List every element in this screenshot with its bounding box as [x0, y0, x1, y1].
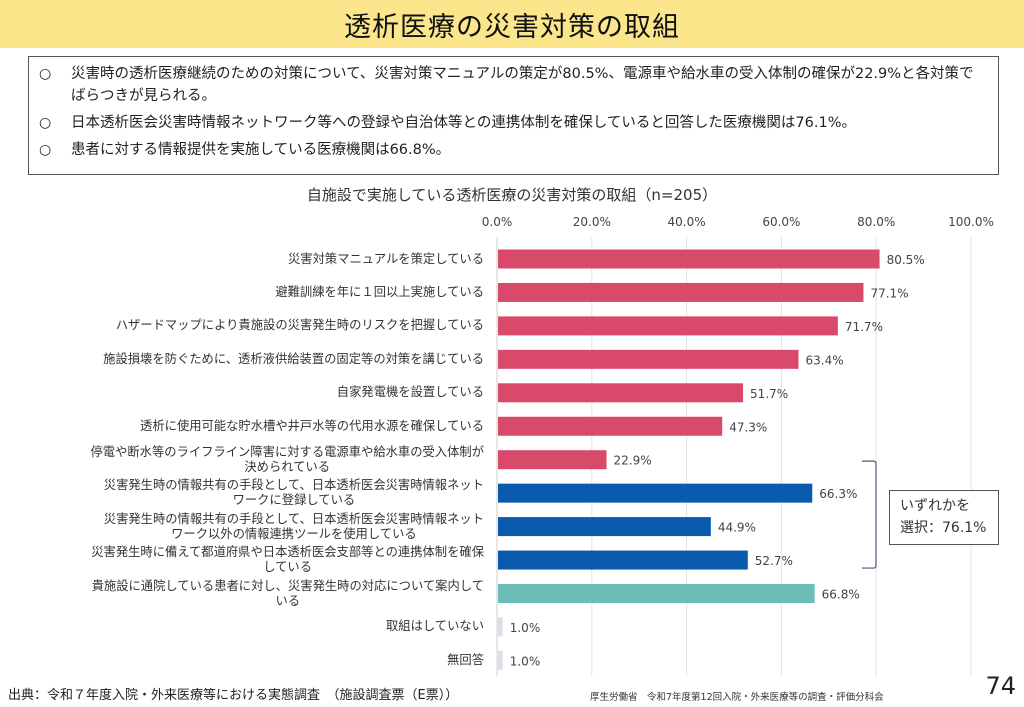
data-label: 1.0% — [510, 621, 541, 635]
bar — [498, 617, 503, 637]
category-label: 災害発生時に備えて都道府県や日本透析医会支部等との連携体制を確保 している — [91, 545, 484, 575]
category-label-line: 災害発生時の情報共有の手段として、日本透析医会災害時情報ネット — [103, 478, 484, 493]
bullet-circle-icon: ○ — [39, 115, 52, 131]
data-label: 66.8% — [822, 588, 860, 602]
category-label-line: 停電や断水等のライフライン障害に対する電源車や給水車の受入体制が — [90, 444, 484, 459]
bar — [498, 483, 813, 503]
data-label: 22.9% — [614, 454, 652, 468]
summary-text: 災害時の透析医療継続のための対策について、災害対策マニュアルの策定が80.5%、… — [71, 66, 974, 104]
category-label-line: いる — [275, 593, 301, 608]
category-label: 停電や断水等のライフライン障害に対する電源車や給水車の受入体制が 決められている — [90, 445, 484, 475]
data-label: 52.7% — [755, 554, 793, 568]
bar — [498, 650, 503, 670]
data-label: 1.0% — [510, 654, 541, 668]
category-label-line: 避難訓練を年に１回以上実施している — [275, 284, 484, 299]
bar — [498, 450, 607, 470]
bullet-circle-icon: ○ — [39, 66, 52, 82]
bar — [498, 349, 799, 369]
annotation-line: 選択：76.1% — [900, 520, 987, 536]
summary-text: 患者に対する情報提供を実施している医療機関は66.8%。 — [71, 142, 451, 158]
data-label: 66.3% — [819, 487, 857, 501]
category-label-line: 決められている — [244, 459, 331, 474]
category-label: 無回答 — [447, 653, 484, 668]
category-label: ハザードマップにより貴施設の災害発生時のリスクを把握している — [116, 318, 484, 333]
category-label-line: 災害発生時の情報共有の手段として、日本透析医会災害時情報ネット — [103, 511, 484, 526]
x-tick-label: 80.0% — [857, 215, 895, 229]
x-tick-label: 20.0% — [573, 215, 611, 229]
page-number: 74 — [985, 672, 1016, 700]
bar — [498, 316, 838, 336]
data-label: 80.5% — [887, 253, 925, 267]
category-label-line: ワークに登録している — [232, 493, 356, 508]
data-label: 77.1% — [870, 286, 908, 300]
data-label: 63.4% — [806, 353, 844, 367]
category-label-line: 取組はしていない — [385, 619, 484, 634]
category-label-line: している — [263, 560, 313, 575]
annotation-line: いずれかを — [900, 498, 970, 514]
chart-title: 自施設で実施している透析医療の災害対策の取組（n=205） — [306, 186, 718, 204]
category-label-line: 透析に使用可能な貯水槽や井戸水等の代用水源を確保している — [140, 418, 484, 433]
category-label-line: 施設損壊を防ぐために、透析液供給装置の固定等の対策を講じている — [103, 351, 484, 366]
summary-item: ○ 患者に対する情報提供を実施している医療機関は66.8%。 — [39, 139, 988, 161]
ministry-note: 厚生労働省 令和7年度第12回入院・外来医療等の調査・評価分科会 — [590, 692, 884, 703]
data-label: 47.3% — [729, 420, 767, 434]
summary-item: ○ 日本透析医会災害時情報ネットワーク等への登録や自治体等との連携体制を確保して… — [39, 112, 988, 134]
category-label: 自家発電機を設置している — [337, 385, 484, 400]
x-tick-label: 0.0% — [482, 215, 513, 229]
category-label: 透析に使用可能な貯水槽や井戸水等の代用水源を確保している — [140, 419, 484, 434]
category-label-line: 自家発電機を設置している — [336, 385, 484, 400]
category-label-line: 貴施設に通院している患者に対し、災害発生時の対応について案内して — [91, 578, 484, 593]
data-label: 71.7% — [845, 320, 883, 334]
category-label: 災害発生時の情報共有の手段として、日本透析医会災害時情報ネット ワーク以外の情報連… — [104, 512, 484, 542]
category-label-line: ハザードマップにより貴施設の災害発生時のリスクを把握している — [115, 318, 484, 333]
category-label-line: 無回答 — [447, 652, 484, 667]
category-label: 貴施設に通院している患者に対し、災害発生時の対応について案内して いる — [92, 579, 484, 609]
page-title: 透析医療の災害対策の取組 — [344, 11, 680, 43]
category-label: 災害対策マニュアルを策定している — [288, 252, 484, 267]
bracket — [862, 460, 877, 569]
bar — [498, 249, 880, 269]
bullet-circle-icon: ○ — [39, 142, 52, 158]
bar — [498, 383, 744, 403]
category-label: 災害発生時の情報共有の手段として、日本透析医会災害時情報ネット ワークに登録してい… — [104, 478, 484, 508]
category-label-line: 災害対策マニュアルを策定している — [287, 251, 484, 266]
category-label: 避難訓練を年に１回以上実施している — [275, 285, 484, 300]
title-bar: 透析医療の災害対策の取組 — [0, 0, 1024, 48]
category-label-line: 災害発生時に備えて都道府県や日本透析医会支部等との連携体制を確保 — [91, 545, 484, 560]
data-label: 44.9% — [718, 521, 756, 535]
data-label: 51.7% — [750, 387, 788, 401]
category-label-line: ワーク以外の情報連携ツールを使用している — [171, 526, 417, 541]
summary-text: 日本透析医会災害時情報ネットワーク等への登録や自治体等との連携体制を確保している… — [71, 115, 856, 131]
x-tick-label: 60.0% — [762, 215, 800, 229]
bar — [498, 550, 748, 570]
bar — [498, 517, 711, 537]
summary-box: ○ 災害時の透析医療継続のための対策について、災害対策マニュアルの策定が80.5… — [28, 56, 999, 175]
x-tick-label: 40.0% — [668, 215, 706, 229]
category-label: 施設損壊を防ぐために、透析液供給装置の固定等の対策を講じている — [103, 352, 484, 367]
bar — [498, 584, 815, 603]
source-note: 出典：令和７年度入院・外来医療等における実態調査 （施設調査票（E票）） — [8, 688, 459, 703]
annotation-callout: いずれかを 選択：76.1% — [889, 490, 999, 545]
bar — [498, 282, 864, 302]
x-tick-label: 100.0% — [948, 215, 994, 229]
summary-item: ○ 災害時の透析医療継続のための対策について、災害対策マニュアルの策定が80.5… — [39, 63, 988, 107]
category-label: 取組はしていない — [386, 619, 484, 634]
bar — [498, 416, 723, 436]
